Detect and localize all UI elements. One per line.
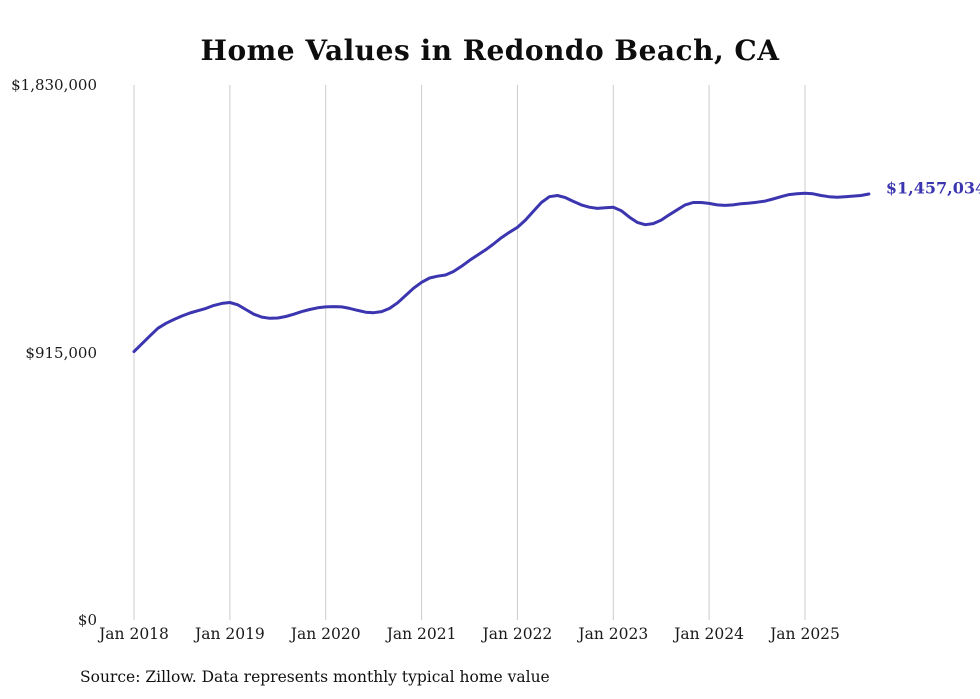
x-axis-tick-label: Jan 2022 (482, 625, 553, 643)
x-axis-tick-label: Jan 2023 (578, 625, 649, 643)
x-axis-tick-label: Jan 2020 (290, 625, 361, 643)
y-axis-tick-label: $915,000 (25, 343, 97, 362)
x-axis-tick-label: Jan 2018 (99, 625, 169, 643)
source-attribution: Source: Zillow. Data represents monthly … (80, 668, 550, 686)
home-value-line (132, 191, 871, 354)
x-axis-tick-label: Jan 2025 (770, 625, 840, 643)
x-axis-tick-label: Jan 2021 (386, 625, 457, 643)
x-axis-tick-label: Jan 2024 (674, 625, 744, 643)
y-axis-tick-label: $0 (77, 611, 97, 629)
chart-title: Home Values in Redondo Beach, CA (200, 34, 780, 67)
x-axis-tick-label: Jan 2019 (194, 625, 265, 643)
y-axis-tick-label: $1,830,000 (11, 76, 97, 94)
latest-value-label: $1,457,034 (885, 178, 980, 198)
